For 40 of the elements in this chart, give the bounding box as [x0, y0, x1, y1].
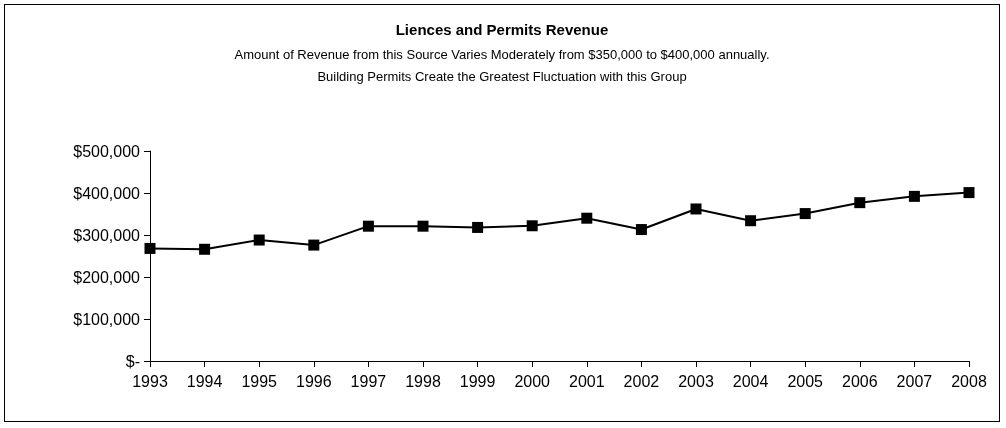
y-tick-label: $400,000: [73, 184, 141, 202]
y-tick-label: $100,000: [73, 310, 141, 328]
y-tick-label: $500,000: [73, 142, 141, 160]
x-tick-label: 2005: [787, 372, 824, 390]
x-tick-label: 1999: [459, 372, 496, 390]
point: [581, 212, 593, 224]
chart-title: Liences and Permits Revenue: [395, 21, 609, 38]
point: [362, 220, 374, 232]
point: [854, 197, 866, 209]
point: [144, 242, 156, 254]
point: [472, 221, 484, 233]
point: [253, 234, 265, 246]
x-tick-label: 1995: [241, 372, 278, 390]
x-tick-label: 2006: [842, 372, 878, 390]
x-tick-label: 1996: [296, 372, 332, 390]
point: [199, 243, 211, 255]
x-tick-label: 2004: [732, 372, 769, 390]
x-tick-label: 1997: [350, 372, 387, 390]
x-tick-label: 2003: [678, 372, 714, 390]
x-tick-label: 2000: [514, 372, 551, 390]
x-tick-label: 2007: [896, 372, 933, 390]
y-tick-label: $200,000: [73, 268, 141, 286]
chart-subtitle: Amount of Revenue from this Source Varies Moderately from $350,000 to $400,000 annually. Building Permits Create the Greatest Fluctuation with this Group: [234, 46, 770, 84]
x-tick-label: 1994: [186, 372, 223, 390]
point: [799, 208, 811, 220]
point: [417, 220, 429, 232]
point: [963, 187, 975, 199]
x-tick-label: 2002: [623, 372, 660, 390]
point: [635, 224, 647, 236]
y-tick-label: $300,000: [73, 226, 141, 244]
point: [745, 215, 757, 227]
point: [526, 220, 538, 232]
x-tick-label: 2001: [569, 372, 605, 390]
point: [908, 190, 920, 202]
point: [690, 203, 702, 215]
x-tick-label: 2008: [951, 372, 987, 390]
x-tick-label: 1993: [132, 372, 168, 390]
point: [308, 239, 320, 251]
x-tick-label: 1998: [405, 372, 441, 390]
y-tick-label: $-: [125, 352, 140, 370]
